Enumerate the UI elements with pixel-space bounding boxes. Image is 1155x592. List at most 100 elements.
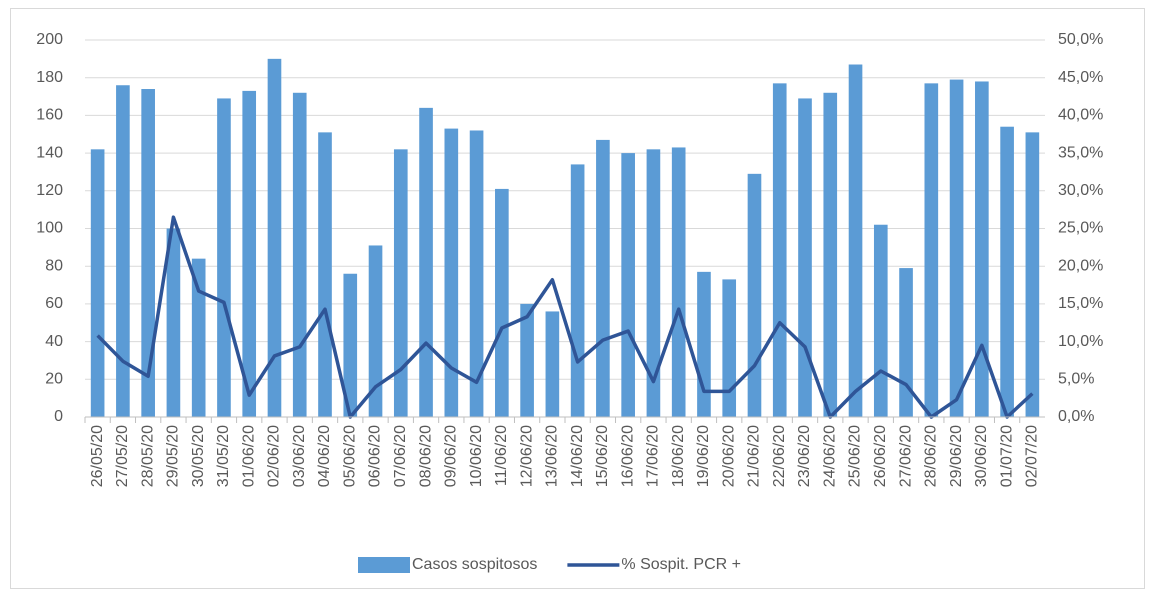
x-tick-label: 20/06/20 bbox=[720, 425, 737, 487]
bar bbox=[873, 224, 888, 417]
bar bbox=[393, 149, 408, 417]
bar bbox=[596, 139, 610, 417]
x-tick-label: 16/06/20 bbox=[619, 425, 636, 487]
x-tick-label: 14/06/20 bbox=[569, 425, 586, 487]
x-tick-label: 30/05/20 bbox=[190, 425, 207, 487]
x-tick-label: 11/06/20 bbox=[493, 425, 510, 486]
y-tick-label: 20 bbox=[45, 371, 63, 388]
x-tick-label: 17/06/20 bbox=[645, 425, 662, 487]
y2-tick-label: 45,0% bbox=[1058, 69, 1103, 86]
line bbox=[96, 215, 1034, 419]
y2-tick-label: 20,0% bbox=[1058, 257, 1103, 274]
y2-tick-label: 40,0% bbox=[1058, 107, 1103, 124]
y-tick-label: 180 bbox=[36, 69, 63, 86]
y-tick-label: 160 bbox=[36, 107, 63, 124]
x-tick-label: 02/07/20 bbox=[1024, 425, 1041, 487]
x-tick-label: 15/06/20 bbox=[594, 425, 611, 487]
bar bbox=[141, 89, 155, 417]
x-tick-label: 25/06/20 bbox=[847, 425, 864, 487]
x-tick-label: 01/07/20 bbox=[998, 425, 1015, 487]
y-tick-label: 120 bbox=[36, 182, 63, 199]
x-tick-label: 23/06/20 bbox=[796, 425, 813, 487]
bar bbox=[823, 92, 838, 417]
y-tick-label: 200 bbox=[36, 31, 63, 48]
bar bbox=[90, 149, 105, 417]
bar bbox=[848, 64, 863, 417]
x-tick-label: 01/06/20 bbox=[240, 425, 257, 487]
x-tick-label: 28/06/20 bbox=[923, 425, 940, 487]
x-tick-label: 07/06/20 bbox=[392, 425, 409, 487]
y2-tick-label: 25,0% bbox=[1058, 220, 1103, 237]
x-tick-label: 27/05/20 bbox=[114, 425, 131, 487]
y-tick-label: 40 bbox=[45, 333, 63, 350]
bar bbox=[772, 83, 787, 417]
x-tick-label: 18/06/20 bbox=[670, 425, 687, 487]
y2-tick-label: 5,0% bbox=[1058, 371, 1094, 388]
bar bbox=[292, 92, 307, 417]
x-tick-label: 06/06/20 bbox=[367, 425, 384, 487]
y-tick-label: 0 bbox=[54, 408, 63, 425]
y-tick-label: 60 bbox=[45, 295, 63, 312]
bar bbox=[242, 90, 257, 418]
y2-tick-label: 0,0% bbox=[1058, 408, 1094, 425]
legend-label: Casos sospitosos bbox=[412, 556, 537, 573]
y-tick-label: 100 bbox=[36, 220, 63, 237]
bar bbox=[267, 58, 282, 417]
x-tick-label: 29/06/20 bbox=[948, 425, 965, 487]
bar bbox=[217, 98, 231, 417]
x-tick-label: 10/06/20 bbox=[468, 425, 485, 487]
x-tick-label: 02/06/20 bbox=[266, 425, 283, 487]
x-tick-label: 13/06/20 bbox=[544, 425, 561, 487]
x-tick-label: 29/05/20 bbox=[165, 425, 182, 487]
legend-label: % Sospit. PCR + bbox=[621, 556, 741, 573]
bar bbox=[671, 147, 686, 417]
bar bbox=[1025, 132, 1040, 418]
bar bbox=[520, 303, 534, 417]
y2-tick-label: 50,0% bbox=[1058, 31, 1103, 48]
x-tick-label: 05/06/20 bbox=[341, 425, 358, 487]
bar bbox=[116, 85, 130, 418]
legend-swatch bbox=[358, 557, 410, 573]
bar bbox=[444, 128, 459, 417]
bar bbox=[722, 279, 737, 417]
y2-tick-label: 30,0% bbox=[1058, 182, 1103, 199]
x-tick-label: 21/06/20 bbox=[746, 425, 763, 487]
x-tick-label: 31/05/20 bbox=[215, 425, 232, 487]
x-tick-label: 24/06/20 bbox=[821, 425, 838, 487]
x-tick-label: 04/06/20 bbox=[316, 425, 333, 487]
bar bbox=[419, 107, 433, 418]
x-tick-label: 26/06/20 bbox=[872, 425, 889, 487]
bar bbox=[318, 132, 332, 418]
bar bbox=[570, 164, 585, 417]
bar bbox=[621, 153, 635, 417]
bar bbox=[747, 173, 762, 417]
x-tick-label: 22/06/20 bbox=[771, 425, 788, 487]
bar bbox=[166, 228, 181, 417]
y-tick-label: 80 bbox=[45, 257, 63, 274]
bar bbox=[343, 273, 358, 417]
x-tick-label: 12/06/20 bbox=[518, 425, 535, 487]
x-tick-label: 28/05/20 bbox=[139, 425, 156, 487]
y2-tick-label: 10,0% bbox=[1058, 333, 1103, 350]
x-tick-label: 30/06/20 bbox=[973, 425, 990, 487]
x-tick-label: 26/05/20 bbox=[89, 425, 106, 487]
bar bbox=[469, 130, 484, 418]
bar bbox=[798, 98, 812, 417]
bar bbox=[495, 188, 509, 417]
bar bbox=[191, 258, 206, 417]
bar bbox=[924, 83, 939, 417]
x-tick-label: 03/06/20 bbox=[291, 425, 308, 487]
y2-tick-label: 15,0% bbox=[1058, 295, 1103, 312]
x-tick-label: 08/06/20 bbox=[417, 425, 434, 487]
y-tick-label: 140 bbox=[36, 144, 63, 161]
bar bbox=[368, 245, 383, 417]
bar bbox=[899, 268, 913, 417]
x-tick-label: 19/06/20 bbox=[695, 425, 712, 487]
bar bbox=[975, 81, 989, 417]
x-tick-label: 27/06/20 bbox=[897, 425, 914, 487]
y2-tick-label: 35,0% bbox=[1058, 144, 1103, 161]
bar bbox=[545, 311, 560, 417]
bar bbox=[646, 149, 661, 417]
